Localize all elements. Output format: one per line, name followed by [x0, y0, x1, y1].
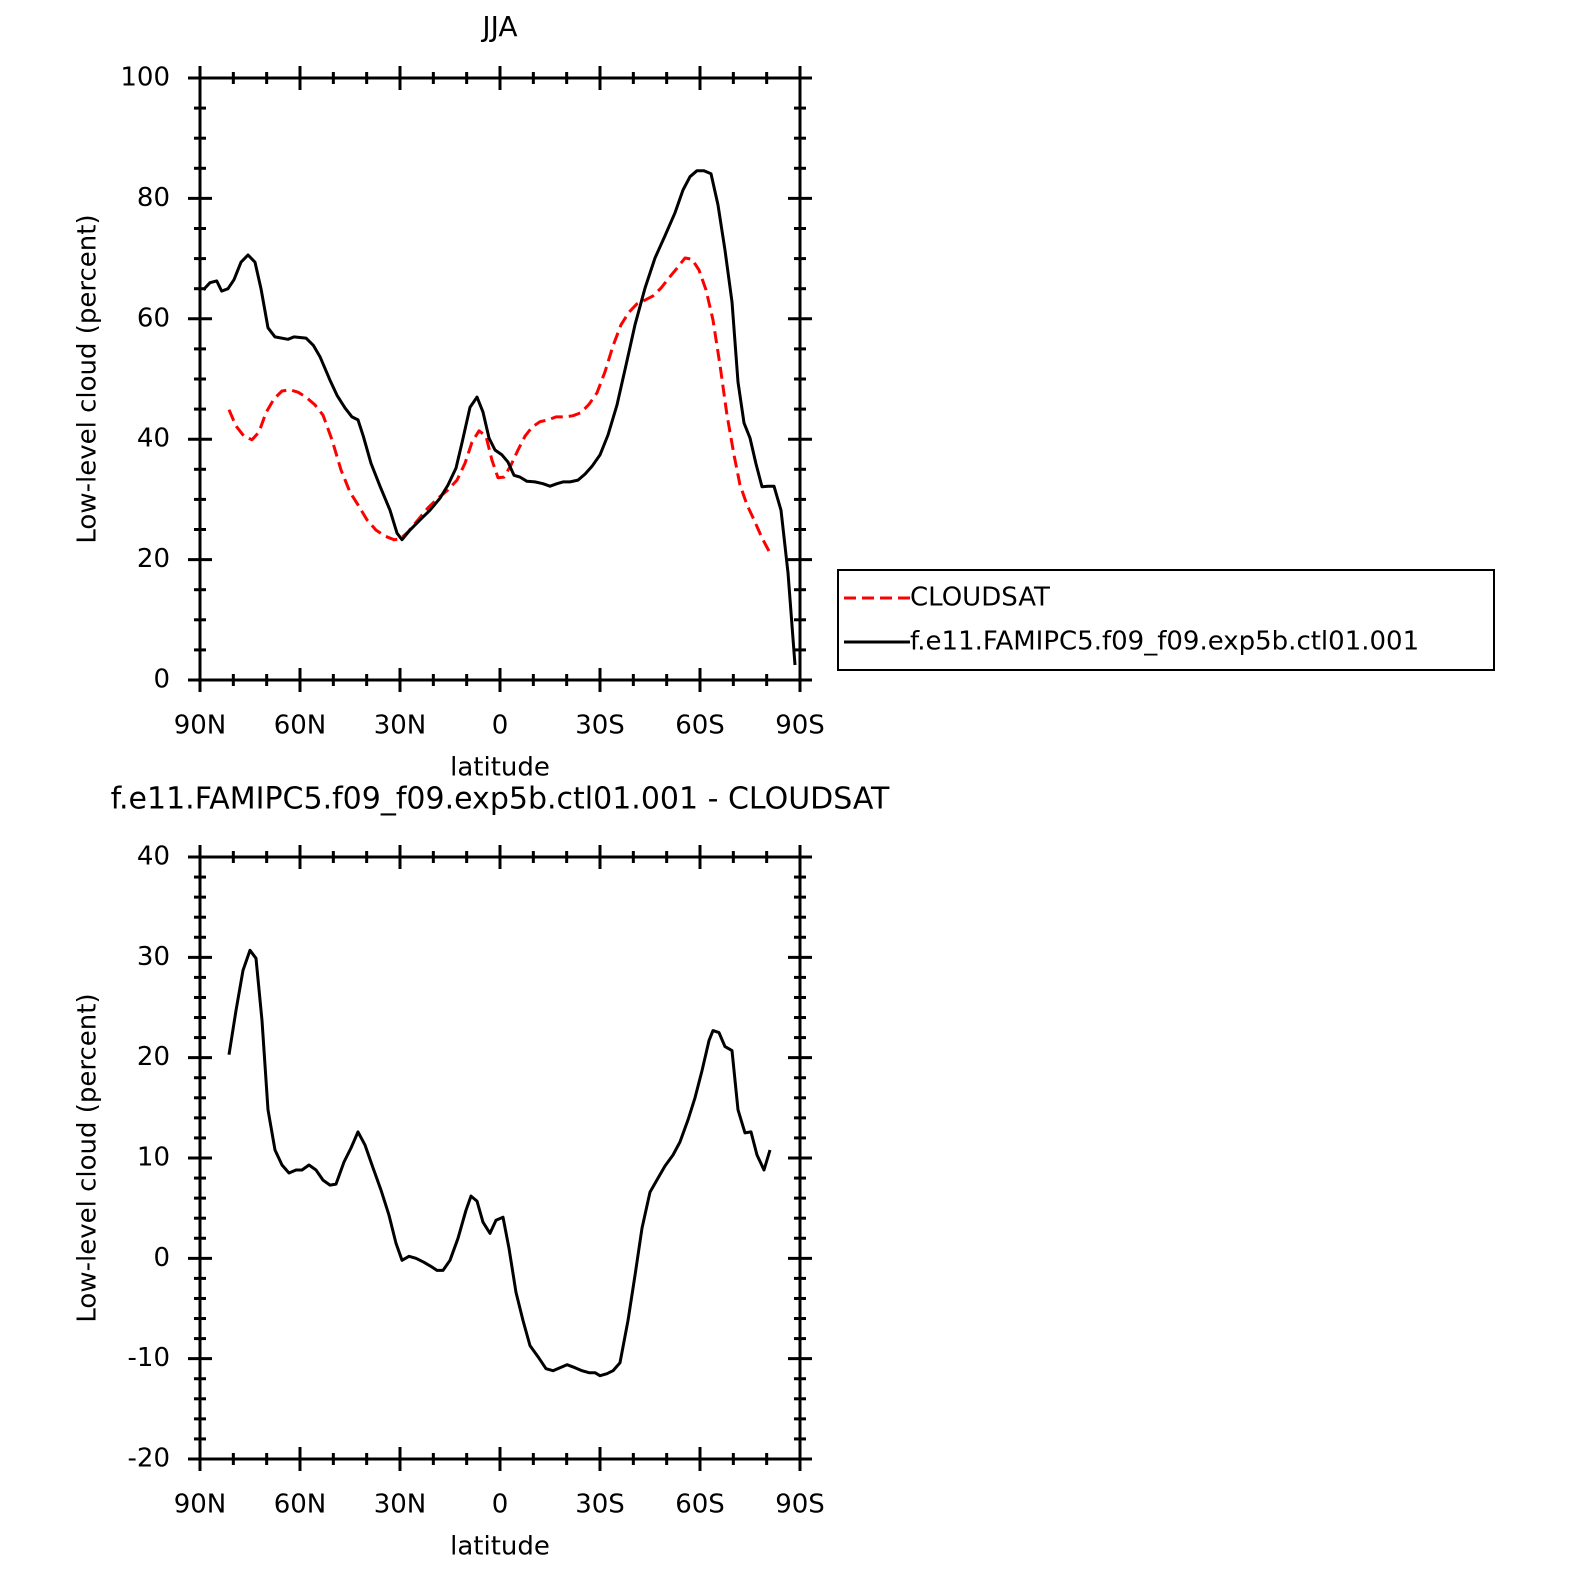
y-tick-label: 20	[137, 1042, 170, 1072]
data-line	[227, 256, 772, 554]
x-tick-label: 0	[492, 1490, 509, 1520]
chart-title: f.e11.FAMIPC5.f09_f09.exp5b.ctl01.001 - …	[111, 782, 890, 817]
legend-label: f.e11.FAMIPC5.f09_f09.exp5b.ctl01.001	[910, 627, 1419, 657]
y-tick-label: -10	[128, 1343, 170, 1373]
y-tick-label: 80	[137, 183, 170, 213]
x-tick-label: 90S	[775, 711, 825, 741]
legend-box	[837, 569, 1495, 671]
y-tick-label: 0	[153, 665, 170, 695]
x-axis-label: latitude	[450, 753, 550, 783]
chart-title: JJA	[480, 10, 517, 43]
y-axis-label: Low-level cloud (percent)	[73, 214, 103, 543]
x-tick-label: 60N	[274, 711, 327, 741]
x-tick-label: 60S	[675, 711, 725, 741]
y-tick-label: 60	[137, 303, 170, 333]
x-axis-label: latitude	[450, 1532, 550, 1562]
x-tick-label: 90S	[775, 1490, 825, 1520]
y-tick-label: 30	[137, 942, 170, 972]
y-tick-label: 40	[137, 424, 170, 454]
x-tick-label: 90N	[174, 1490, 227, 1520]
x-tick-label: 30S	[575, 1490, 625, 1520]
x-tick-label: 30S	[575, 711, 625, 741]
x-tick-label: 30N	[374, 711, 427, 741]
y-tick-label: 20	[137, 544, 170, 574]
y-tick-label: -20	[128, 1444, 170, 1474]
y-tick-label: 10	[137, 1143, 170, 1173]
x-tick-label: 60N	[274, 1490, 327, 1520]
x-tick-label: 60S	[675, 1490, 725, 1520]
y-tick-label: 100	[120, 63, 170, 93]
legend-label: CLOUDSAT	[910, 583, 1050, 613]
plot-frame	[198, 855, 802, 1461]
x-tick-label: 0	[492, 711, 509, 741]
plot-frame	[198, 76, 802, 682]
x-tick-label: 90N	[174, 711, 227, 741]
y-tick-label: 40	[137, 842, 170, 872]
data-line	[227, 948, 772, 1378]
y-axis-label: Low-level cloud (percent)	[73, 993, 103, 1322]
y-tick-label: 0	[153, 1243, 170, 1273]
x-tick-label: 30N	[374, 1490, 427, 1520]
data-line	[202, 169, 797, 666]
